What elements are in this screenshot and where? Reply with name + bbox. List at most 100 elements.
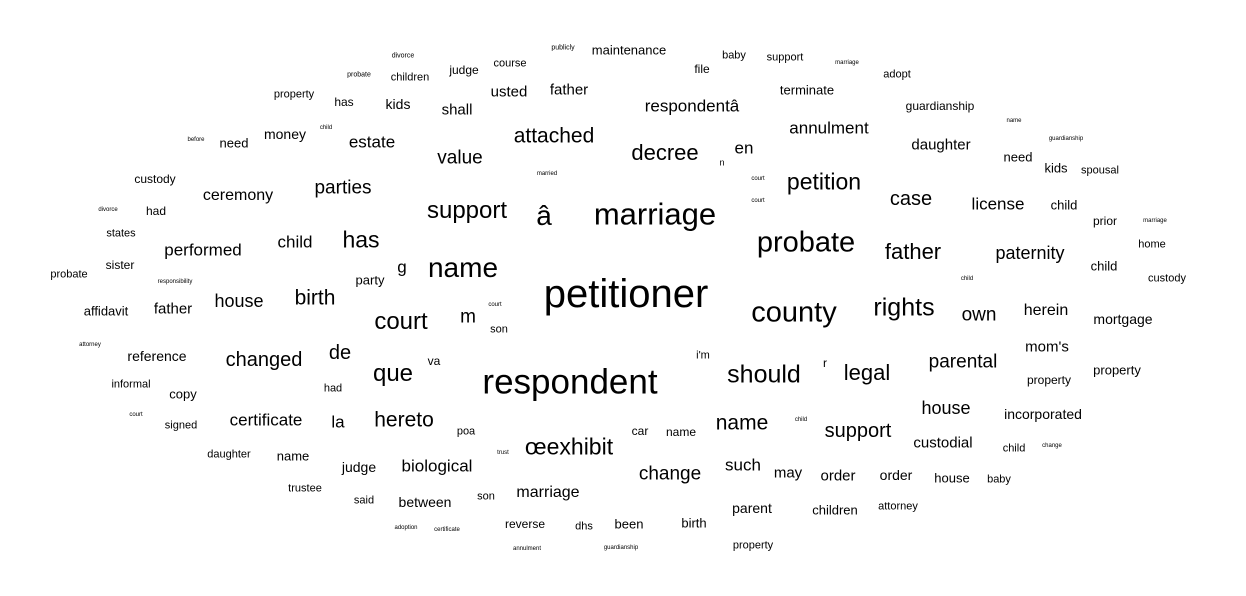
- cloud-word: court: [374, 308, 428, 335]
- cloud-word: house: [934, 470, 970, 486]
- cloud-word: publicly: [551, 44, 575, 52]
- cloud-word: que: [372, 360, 414, 387]
- cloud-word: spousal: [1081, 164, 1119, 177]
- cloud-word: responsibility: [157, 279, 193, 285]
- cloud-word: had: [145, 204, 167, 218]
- cloud-word: child: [319, 125, 333, 131]
- cloud-word: change: [1042, 443, 1062, 449]
- cloud-word: estate: [348, 132, 396, 152]
- cloud-word: support: [824, 420, 892, 442]
- cloud-word: party: [355, 272, 385, 288]
- cloud-word: mortgage: [1093, 311, 1153, 327]
- cloud-word: paternity: [995, 243, 1065, 263]
- cloud-word: marriage: [516, 484, 580, 501]
- cloud-word: property: [1093, 362, 1141, 378]
- cloud-word: parties: [314, 177, 372, 199]
- cloud-word: hereto: [374, 408, 434, 432]
- cloud-word: daughter: [207, 448, 251, 461]
- cloud-word: copy: [169, 386, 197, 402]
- cloud-word: name: [715, 411, 769, 435]
- cloud-word: custody: [1148, 272, 1186, 285]
- cloud-word: divorce: [391, 52, 415, 60]
- cloud-word: attorney: [79, 342, 101, 348]
- cloud-word: maintenance: [591, 42, 667, 58]
- cloud-word: child: [1002, 442, 1026, 455]
- cloud-word: child: [1050, 197, 1078, 213]
- cloud-word: petitioner: [543, 272, 709, 316]
- cloud-word: such: [725, 455, 761, 475]
- cloud-word: custody: [134, 172, 176, 186]
- cloud-word: said: [353, 494, 375, 507]
- cloud-word: usted: [490, 83, 528, 101]
- cloud-word: probate: [347, 71, 371, 79]
- cloud-word: en: [734, 138, 754, 158]
- cloud-word: county: [751, 296, 837, 329]
- cloud-word: court: [488, 302, 502, 308]
- cloud-word: annulment: [789, 118, 869, 138]
- cloud-word: has: [342, 226, 380, 253]
- cloud-word: guardianship: [905, 99, 975, 113]
- cloud-word: court: [129, 412, 143, 418]
- cloud-word: herein: [1023, 302, 1069, 319]
- cloud-word: adoption: [394, 525, 418, 531]
- cloud-word: father: [549, 81, 589, 99]
- cloud-word: signed: [164, 419, 198, 432]
- cloud-word: daughter: [911, 136, 971, 154]
- cloud-word: respondentâ: [644, 96, 740, 116]
- cloud-word: sister: [105, 258, 135, 272]
- cloud-word: order: [879, 467, 913, 483]
- cloud-word: may: [773, 464, 803, 482]
- cloud-word: name: [1006, 118, 1022, 124]
- cloud-word: money: [263, 126, 307, 142]
- cloud-word: father: [884, 239, 942, 264]
- cloud-word: certificate: [229, 410, 303, 430]
- cloud-word: has: [334, 95, 354, 109]
- cloud-word: performed: [164, 240, 242, 260]
- cloud-word: order: [820, 467, 856, 485]
- cloud-word: judge: [341, 459, 377, 475]
- cloud-word: children: [812, 502, 858, 518]
- cloud-word: value: [437, 147, 483, 169]
- cloud-word: name: [427, 252, 499, 283]
- cloud-word: change: [638, 463, 702, 485]
- cloud-word: custodial: [913, 434, 973, 452]
- cloud-word: child: [960, 276, 974, 282]
- cloud-word: had: [323, 382, 343, 395]
- cloud-word: respondent: [482, 362, 658, 402]
- cloud-word: m: [460, 306, 476, 328]
- cloud-word: judge: [449, 63, 479, 77]
- cloud-word: g: [397, 257, 407, 277]
- cloud-word: marriage: [593, 196, 717, 232]
- cloud-word: attached: [513, 124, 595, 148]
- cloud-word: shall: [441, 101, 473, 119]
- cloud-word: mom's: [1025, 338, 1069, 356]
- cloud-word: file: [694, 62, 710, 76]
- cloud-word: r: [823, 356, 827, 370]
- cloud-word: son: [490, 323, 508, 336]
- cloud-word: petition: [786, 168, 862, 195]
- cloud-word: trust: [497, 450, 509, 456]
- cloud-word: name: [276, 448, 310, 464]
- cloud-word: dhs: [575, 520, 593, 533]
- cloud-word: i'm: [696, 349, 710, 362]
- cloud-word: home: [1138, 238, 1166, 251]
- cloud-word: baby: [987, 473, 1011, 486]
- cloud-word: should: [727, 360, 801, 389]
- cloud-word: â: [536, 200, 552, 231]
- cloud-word: been: [614, 516, 644, 532]
- cloud-word: before: [187, 137, 205, 143]
- cloud-word: divorce: [98, 207, 118, 213]
- cloud-word: guardianship: [603, 545, 639, 551]
- cloud-word: changed: [225, 349, 303, 371]
- cloud-word: son: [477, 490, 495, 503]
- cloud-word: legal: [843, 360, 891, 385]
- cloud-word: license: [971, 194, 1025, 214]
- cloud-word: baby: [722, 49, 746, 62]
- cloud-word: reverse: [504, 517, 546, 531]
- cloud-word: between: [398, 494, 452, 510]
- cloud-word: states: [106, 227, 136, 240]
- cloud-word: ceremony: [202, 187, 274, 204]
- cloud-word: birth: [681, 515, 707, 531]
- cloud-word: child: [277, 232, 313, 252]
